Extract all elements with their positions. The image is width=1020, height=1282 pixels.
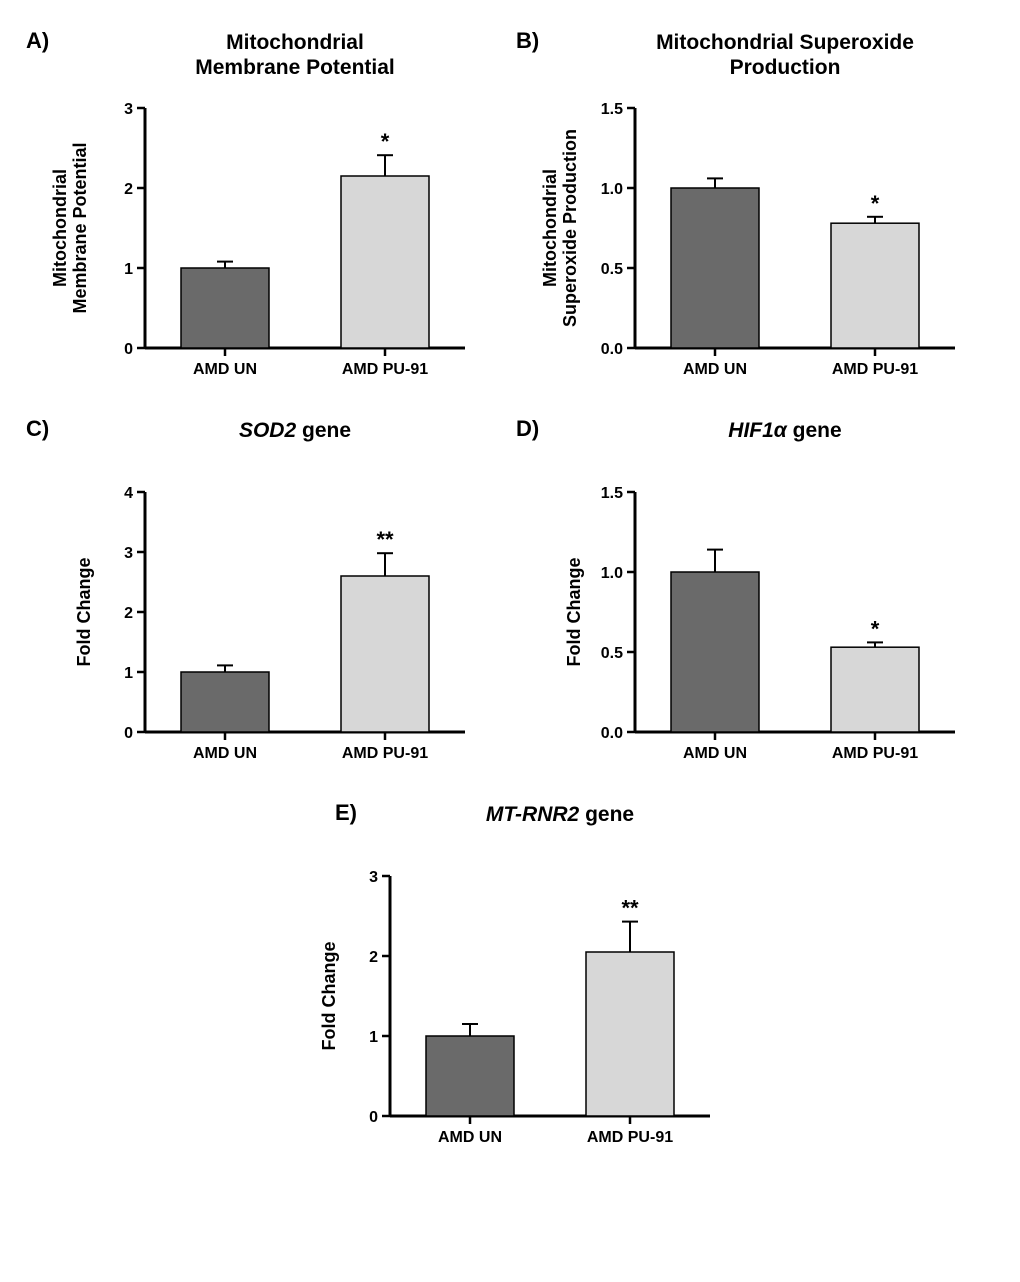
panel-title: SOD2 gene: [30, 418, 500, 472]
svg-text:AMD UN: AMD UN: [193, 361, 257, 378]
svg-text:Mitochondrial: Mitochondrial: [540, 169, 560, 287]
panel-title: Mitochondrial Superoxide Production: [520, 30, 990, 88]
chart-wrap: 0 1 2 3 MitochondrialMembrane Potential AMD U…: [30, 88, 500, 388]
panel-B: B) Mitochondrial Superoxide Production 0…: [510, 20, 1000, 408]
svg-text:AMD PU-91: AMD PU-91: [342, 361, 428, 378]
svg-text:1.0: 1.0: [601, 181, 623, 198]
svg-text:**: **: [376, 528, 394, 553]
svg-text:Mitochondrial: Mitochondrial: [50, 169, 70, 287]
svg-text:Superoxide Production: Superoxide Production: [560, 129, 580, 327]
svg-text:0.0: 0.0: [601, 725, 623, 742]
panel-letter: B): [516, 28, 539, 54]
panel-A: A) Mitochondrial Membrane Potential 0 1 2 3…: [20, 20, 510, 408]
svg-text:0: 0: [124, 725, 133, 742]
svg-text:2: 2: [369, 949, 378, 966]
panel-letter: E): [335, 800, 357, 826]
svg-text:AMD PU-91: AMD PU-91: [587, 1129, 673, 1146]
panel-C: C) SOD2 gene 0 1 2 3 4 Fold Change AMD UN AMD P…: [20, 408, 510, 792]
title-line-2: Membrane Potential: [195, 56, 395, 79]
title-line-1: HIF1α gene: [728, 419, 841, 442]
svg-text:Membrane Potential: Membrane Potential: [70, 143, 90, 314]
svg-text:**: **: [621, 896, 639, 921]
chart-svg-D: 0.0 0.5 1.0 1.5 Fold Change AMD UN AMD PU-91 *: [540, 472, 970, 772]
svg-text:0.5: 0.5: [601, 645, 623, 662]
svg-text:Fold Change: Fold Change: [319, 942, 339, 1051]
svg-text:2: 2: [124, 181, 133, 198]
svg-text:1: 1: [124, 261, 133, 278]
svg-text:AMD PU-91: AMD PU-91: [832, 745, 918, 762]
svg-text:3: 3: [124, 101, 133, 118]
svg-text:2: 2: [124, 605, 133, 622]
svg-text:1.5: 1.5: [601, 101, 623, 118]
panel-letter: D): [516, 416, 539, 442]
svg-text:*: *: [871, 617, 880, 642]
title-line-1: MT-RNR2 gene: [486, 803, 634, 826]
svg-text:0: 0: [124, 341, 133, 358]
chart-wrap: 0 1 2 3 4 Fold Change AMD UN AMD PU-91 **: [30, 472, 500, 772]
chart-svg-C: 0 1 2 3 4 Fold Change AMD UN AMD PU-91 **: [50, 472, 480, 772]
svg-text:AMD PU-91: AMD PU-91: [832, 361, 918, 378]
svg-text:0: 0: [369, 1109, 378, 1126]
svg-text:Fold Change: Fold Change: [74, 558, 94, 667]
panel-letter: C): [26, 416, 49, 442]
svg-text:0.5: 0.5: [601, 261, 623, 278]
panel-title: HIF1α gene: [520, 418, 990, 472]
svg-text:4: 4: [124, 485, 133, 502]
svg-text:*: *: [871, 191, 880, 216]
svg-text:3: 3: [369, 869, 378, 886]
svg-text:1: 1: [369, 1029, 378, 1046]
svg-text:AMD UN: AMD UN: [683, 361, 747, 378]
panel-letter: A): [26, 28, 49, 54]
panel-E-row: E) MT-RNR2 gene 0 1 2 3 Fold Change AMD UN AMD…: [20, 792, 1000, 1166]
svg-text:*: *: [381, 130, 390, 155]
panel-title: Mitochondrial Membrane Potential: [30, 30, 500, 88]
svg-text:3: 3: [124, 545, 133, 562]
title-line-2: Production: [730, 56, 841, 79]
svg-text:0.0: 0.0: [601, 341, 623, 358]
svg-text:1.0: 1.0: [601, 565, 623, 582]
figure-grid: A) Mitochondrial Membrane Potential 0 1 2 3…: [0, 0, 1020, 1176]
panel-D: D) HIF1α gene 0.0 0.5 1.0 1.5 Fold Change AMD…: [510, 408, 1000, 792]
svg-text:1: 1: [124, 665, 133, 682]
chart-wrap: 0.0 0.5 1.0 1.5 MitochondrialSuperoxide Prod…: [520, 88, 990, 388]
svg-text:AMD UN: AMD UN: [193, 745, 257, 762]
title-line-1: Mitochondrial Superoxide: [656, 31, 914, 54]
chart-svg-A: 0 1 2 3 MitochondrialMembrane Potential AMD U…: [50, 88, 480, 388]
chart-wrap: 0.0 0.5 1.0 1.5 Fold Change AMD UN AMD PU-91 *: [520, 472, 990, 772]
chart-svg-B: 0.0 0.5 1.0 1.5 MitochondrialSuperoxide Prod…: [540, 88, 970, 388]
svg-text:Fold Change: Fold Change: [564, 558, 584, 667]
panel-E: E) MT-RNR2 gene 0 1 2 3 Fold Change AMD UN AMD…: [265, 792, 755, 1166]
svg-text:1.5: 1.5: [601, 485, 623, 502]
chart-svg-E: 0 1 2 3 Fold Change AMD UN AMD PU-91 **: [295, 856, 725, 1156]
svg-text:AMD PU-91: AMD PU-91: [342, 745, 428, 762]
title-line-1: SOD2 gene: [239, 419, 351, 442]
svg-text:AMD UN: AMD UN: [683, 745, 747, 762]
chart-wrap: 0 1 2 3 Fold Change AMD UN AMD PU-91 **: [275, 856, 745, 1156]
svg-text:AMD UN: AMD UN: [438, 1129, 502, 1146]
title-line-1: Mitochondrial: [226, 31, 364, 54]
